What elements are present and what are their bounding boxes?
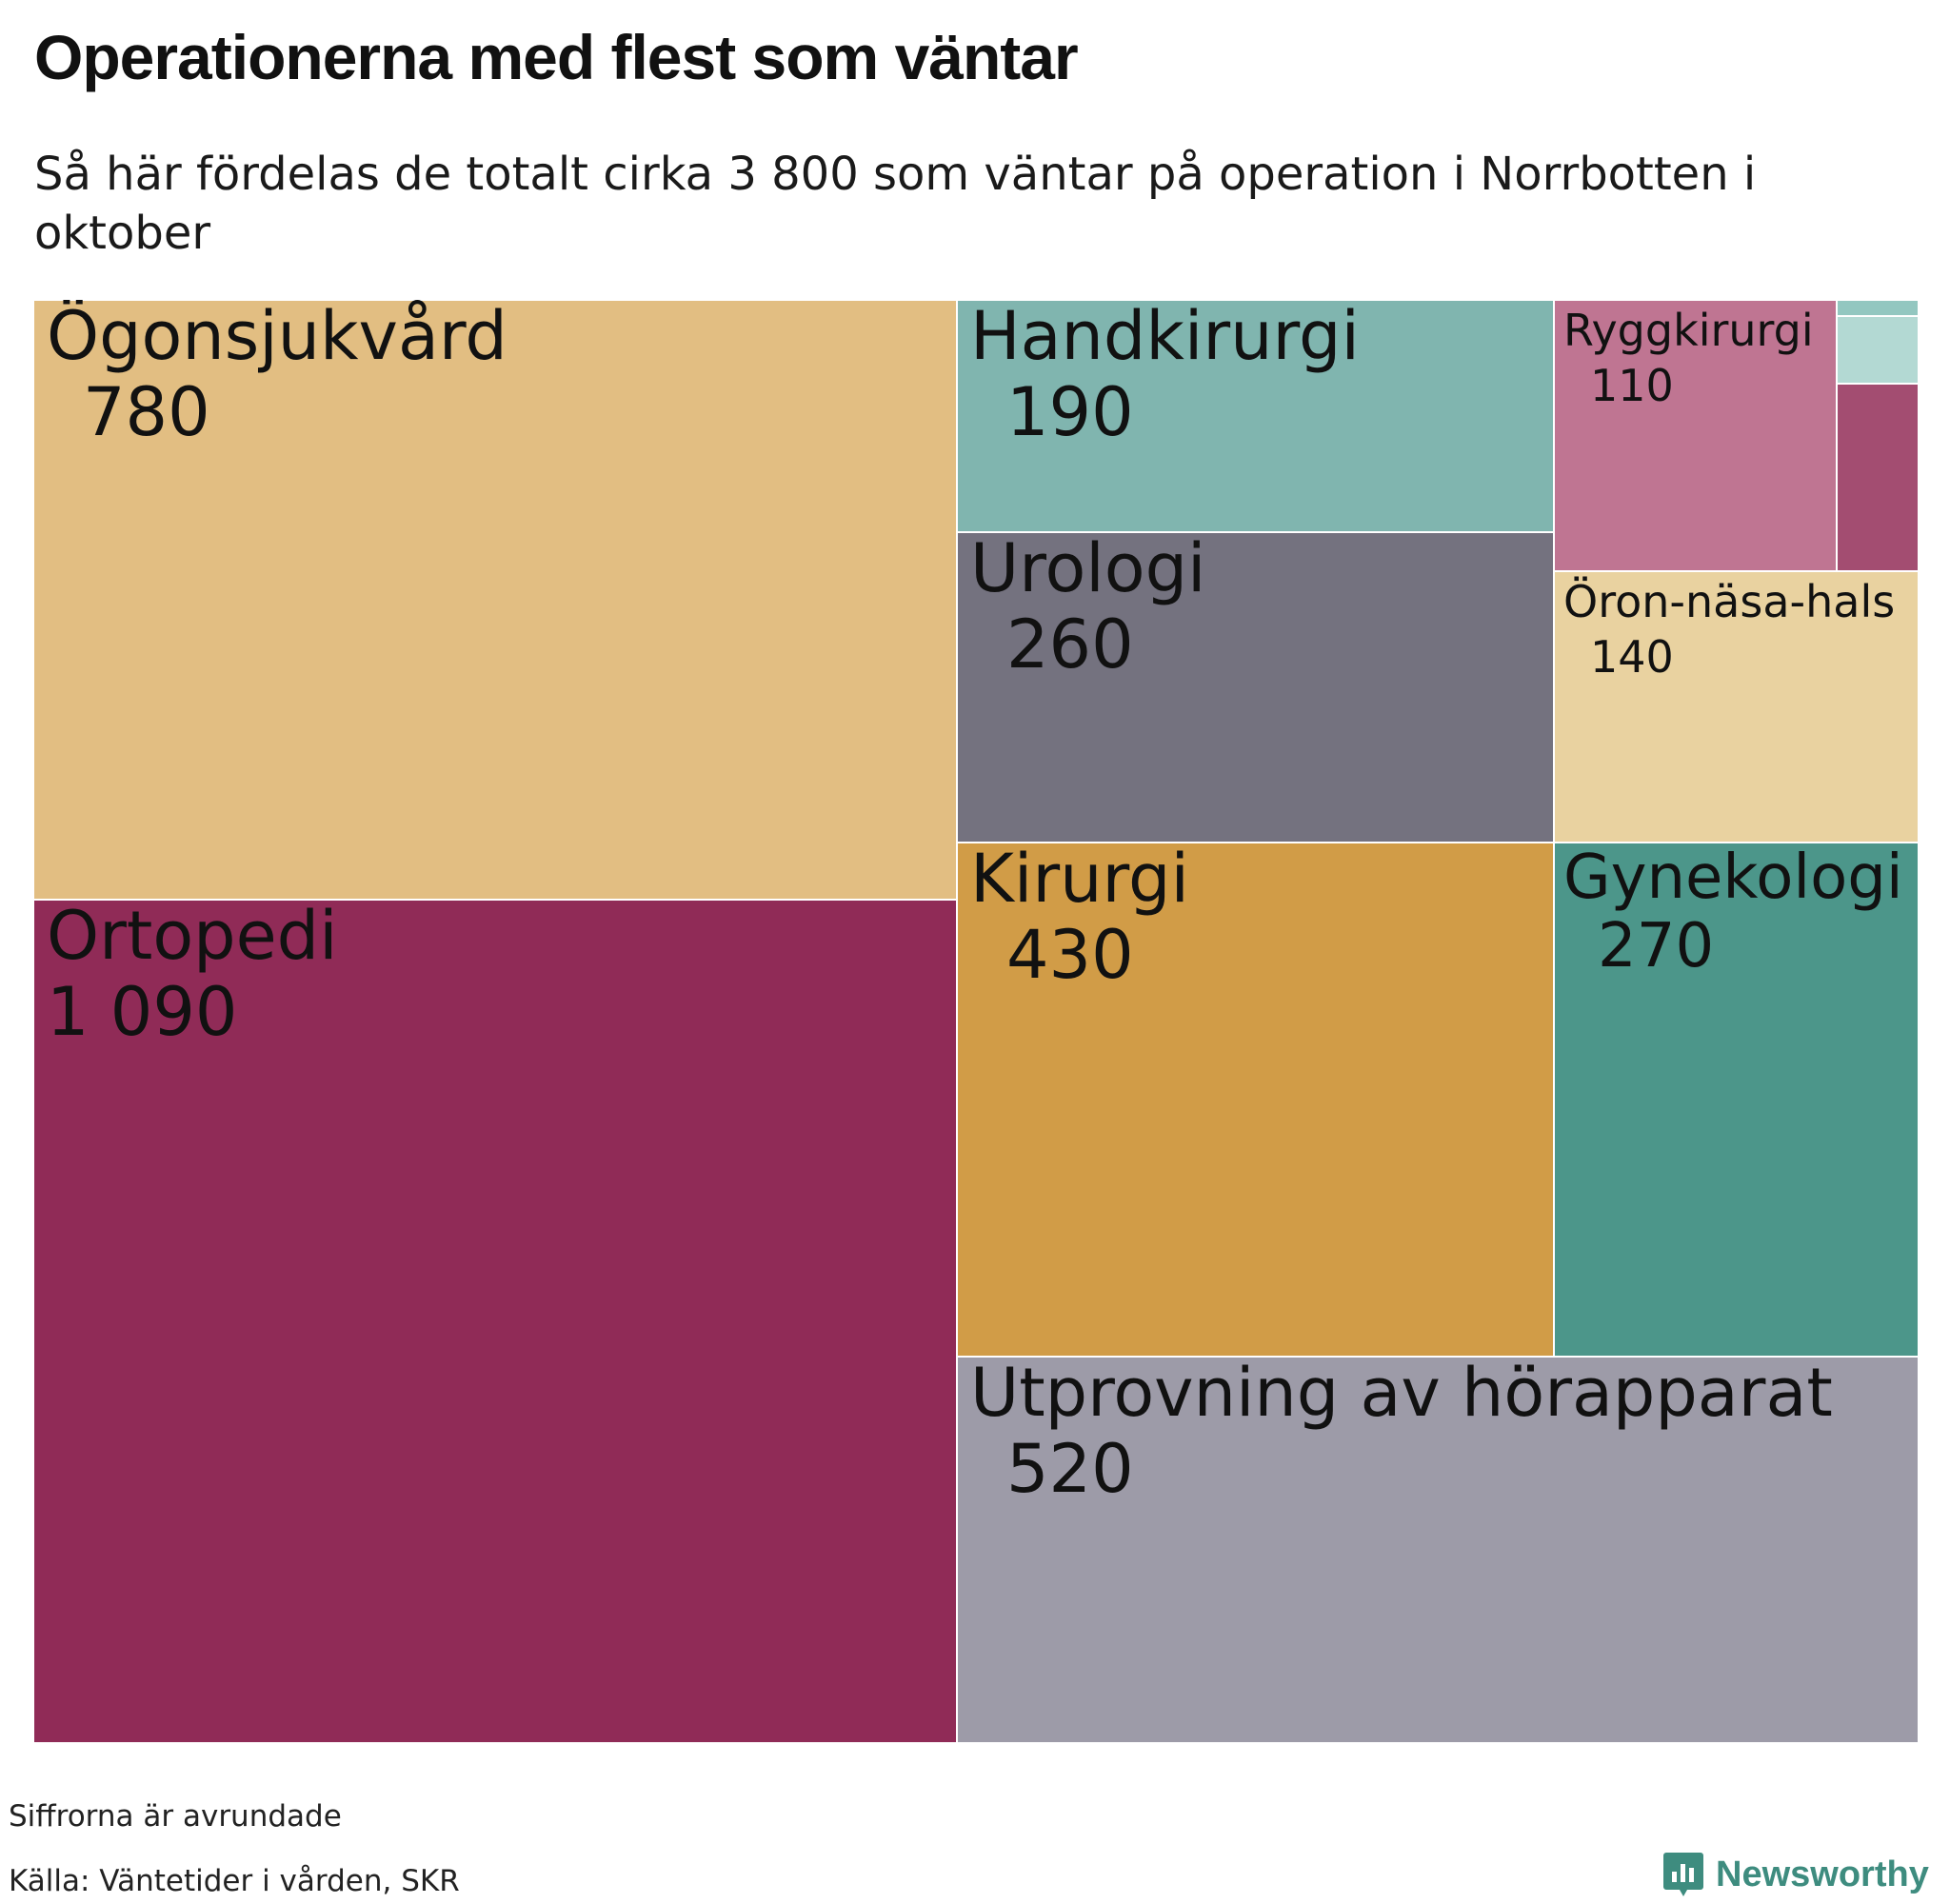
treemap-value: 190 [1006,373,1134,451]
rounding-note: Siffrorna är avrundade [9,1799,342,1834]
newsworthy-logo: Newsworthy [1662,1851,1929,1898]
treemap-rect [1836,383,1919,572]
chart-subtitle: Så här fördelas de totalt cirka 3 800 so… [34,148,1757,260]
treemap-label: Ryggkirurgi [1563,305,1814,356]
treemap-rect [33,899,958,1743]
treemap-rect [1553,300,1838,572]
treemap-value: 430 [1006,916,1134,994]
treemap-value: 270 [1598,911,1714,982]
treemap-rect [956,300,1555,533]
treemap-rect [956,842,1555,1358]
treemap-rect [33,300,958,901]
treemap-value: 110 [1590,360,1674,411]
chart-title: Operationerna med flest som väntar [34,22,1079,92]
treemap-label: Utprovning av hörapparat [970,1354,1833,1432]
treemap-label: Gynekologi [1563,843,1903,913]
treemap-cell-small-10 [1836,315,1919,385]
treemap-value: 520 [1006,1430,1134,1508]
treemap-label: Kirurgi [970,840,1189,918]
treemap-label: Ortopedi [47,897,338,975]
brand-name: Newsworthy [1716,1854,1929,1894]
newsworthy-icon [1663,1853,1703,1896]
treemap-rect [1553,842,1919,1358]
treemap-rect [1836,315,1919,385]
treemap-value: 260 [1006,605,1134,684]
treemap-cell-small-11 [1836,300,1919,317]
treemap-value: 780 [83,373,210,451]
source-note: Källa: Väntetider i vården, SKR [9,1864,460,1898]
treemap-value: 140 [1590,631,1674,683]
treemap-rect [1836,300,1919,317]
treemap-cell-small-9 [1836,383,1919,572]
treemap-value: 1 090 [47,973,237,1051]
treemap-label: Öron-näsa-hals [1563,576,1895,627]
treemap-label: Handkirurgi [970,300,1360,375]
treemap-rect [956,1356,1919,1743]
treemap-label: Ögonsjukvård [47,300,507,375]
treemap-rect [1553,570,1919,843]
treemap-label: Urologi [970,529,1205,607]
